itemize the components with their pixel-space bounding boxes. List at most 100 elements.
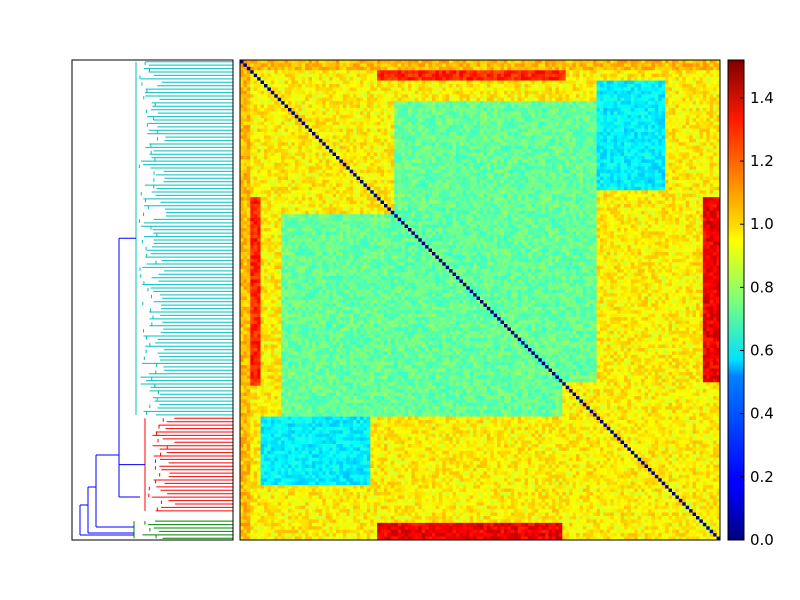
heatmap-cell	[579, 132, 584, 136]
heatmap-cell	[534, 94, 539, 99]
heatmap-cell	[630, 166, 635, 171]
heatmap-cell	[593, 60, 597, 64]
heatmap-cell	[373, 97, 378, 102]
heatmap-cell	[668, 156, 673, 160]
heatmap-cell	[672, 135, 676, 140]
heatmap-cell	[500, 87, 505, 92]
heatmap-cell	[702, 84, 707, 88]
heatmap-cell	[425, 97, 429, 102]
heatmap-cell	[531, 125, 536, 129]
heatmap-cell	[349, 108, 354, 112]
heatmap-cell	[428, 80, 433, 85]
heatmap-cell	[548, 162, 553, 167]
heatmap-cell	[397, 80, 402, 85]
heatmap-cell	[672, 149, 676, 153]
heatmap-cell	[627, 80, 632, 85]
heatmap-cell	[565, 108, 570, 112]
heatmap-cell	[404, 142, 409, 147]
heatmap-cell	[240, 97, 244, 102]
heatmap-cell	[284, 138, 289, 143]
heatmap-cell	[394, 84, 399, 88]
heatmap-cell	[644, 70, 649, 75]
heatmap-cell	[401, 152, 405, 157]
heatmap-cell	[356, 128, 361, 133]
heatmap-cell	[243, 142, 248, 147]
heatmap-cell	[301, 121, 306, 126]
heatmap-cell	[384, 149, 388, 153]
heatmap-cell	[507, 159, 512, 164]
heatmap-cell	[648, 159, 652, 164]
heatmap-cell	[685, 101, 690, 105]
heatmap-cell	[617, 152, 621, 157]
heatmap-cell	[716, 60, 721, 64]
heatmap-cell	[449, 128, 453, 133]
heatmap-cell	[617, 108, 621, 112]
heatmap-cell	[267, 128, 272, 133]
heatmap-cell	[264, 80, 268, 85]
heatmap-cell	[624, 87, 628, 92]
heatmap-cell	[466, 77, 471, 81]
heatmap-cell	[250, 132, 255, 136]
heatmap-cell	[668, 169, 673, 174]
heatmap-cell	[562, 173, 567, 177]
heatmap-cell	[699, 108, 704, 112]
heatmap-cell	[558, 132, 563, 136]
heatmap-cell	[260, 156, 265, 160]
heatmap-cell	[528, 101, 532, 105]
heatmap-cell	[528, 149, 532, 153]
heatmap-cell	[462, 138, 467, 143]
heatmap-cell	[373, 111, 378, 116]
heatmap-cell	[349, 94, 354, 99]
heatmap-cell	[325, 173, 330, 177]
heatmap-cell	[627, 87, 632, 92]
heatmap-cell	[500, 169, 505, 174]
heatmap-cell	[541, 142, 546, 147]
heatmap-cell	[240, 60, 244, 64]
heatmap-cell	[274, 145, 279, 150]
heatmap-cell	[497, 84, 501, 88]
heatmap-cell	[661, 118, 666, 123]
heatmap-cell	[600, 145, 604, 150]
heatmap-cell	[442, 108, 447, 112]
heatmap-cell	[678, 70, 683, 75]
heatmap-cell	[452, 73, 457, 78]
heatmap-cell	[699, 169, 704, 174]
heatmap-cell	[648, 128, 652, 133]
heatmap-cell	[702, 169, 707, 174]
heatmap-cell	[483, 152, 488, 157]
heatmap-cell	[246, 149, 251, 153]
heatmap-cell	[329, 104, 333, 109]
heatmap-cell	[397, 125, 402, 129]
heatmap-cell	[246, 145, 251, 150]
heatmap-cell	[582, 152, 587, 157]
heatmap-cell	[418, 97, 423, 102]
heatmap-cell	[360, 173, 364, 177]
heatmap-cell	[411, 97, 416, 102]
heatmap-cell	[349, 173, 354, 177]
heatmap-cell	[624, 111, 628, 116]
heatmap-cell	[363, 152, 368, 157]
heatmap-cell	[644, 101, 649, 105]
heatmap-cell	[685, 77, 690, 81]
heatmap-cell	[462, 114, 467, 119]
heatmap-cell	[709, 159, 714, 164]
heatmap-cell	[610, 108, 615, 112]
heatmap-cell	[696, 101, 700, 105]
heatmap-cell	[411, 70, 416, 75]
heatmap-cell	[658, 63, 663, 68]
heatmap-cell	[243, 104, 248, 109]
heatmap-cell	[390, 87, 395, 92]
heatmap-cell	[425, 84, 429, 88]
heatmap-cell	[339, 114, 344, 119]
heatmap-cell	[240, 73, 244, 78]
heatmap-cell	[288, 121, 292, 126]
heatmap-cell	[514, 152, 519, 157]
heatmap-cell	[531, 77, 536, 81]
heatmap-cell	[339, 111, 344, 116]
heatmap-cell	[445, 173, 450, 177]
heatmap-cell	[277, 156, 282, 160]
heatmap-cell	[397, 73, 402, 78]
heatmap-cell	[397, 87, 402, 92]
heatmap-cell	[332, 84, 337, 88]
heatmap-cell	[349, 156, 354, 160]
